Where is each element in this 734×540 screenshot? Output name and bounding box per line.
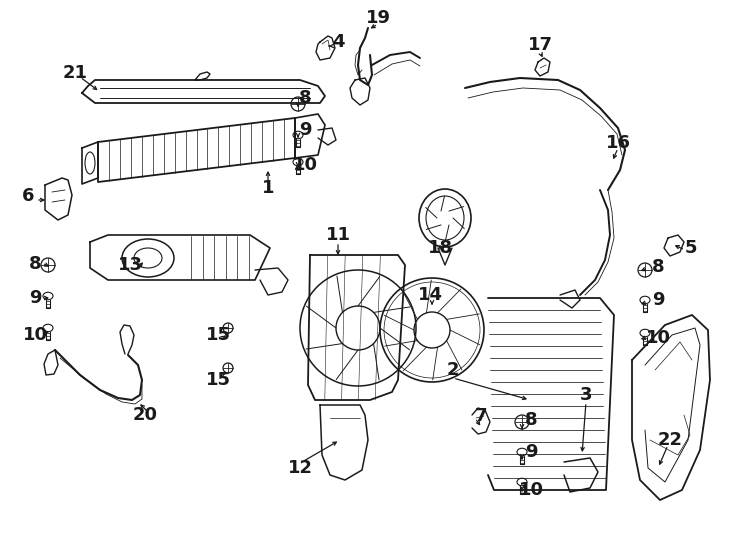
- Text: 5: 5: [685, 239, 697, 257]
- Text: 6: 6: [22, 187, 34, 205]
- Text: 11: 11: [325, 226, 351, 244]
- Text: 1: 1: [262, 179, 275, 197]
- Text: 10: 10: [518, 481, 543, 499]
- Text: 15: 15: [206, 371, 230, 389]
- Text: 9: 9: [29, 289, 41, 307]
- Text: 9: 9: [652, 291, 664, 309]
- Text: 8: 8: [299, 89, 311, 107]
- Text: 12: 12: [288, 459, 313, 477]
- Text: 16: 16: [606, 134, 631, 152]
- Text: 8: 8: [652, 258, 664, 276]
- Text: 10: 10: [293, 156, 318, 174]
- Text: 19: 19: [366, 9, 390, 27]
- Text: 8: 8: [29, 255, 41, 273]
- Text: 3: 3: [580, 386, 592, 404]
- Text: 13: 13: [117, 256, 142, 274]
- Text: 9: 9: [299, 121, 311, 139]
- Text: 10: 10: [645, 329, 670, 347]
- Text: 7: 7: [475, 407, 487, 425]
- Text: 14: 14: [418, 286, 443, 304]
- Text: 8: 8: [525, 411, 537, 429]
- Text: 2: 2: [447, 361, 459, 379]
- Text: 22: 22: [658, 431, 683, 449]
- Text: 15: 15: [206, 326, 230, 344]
- Text: 10: 10: [23, 326, 48, 344]
- Text: 18: 18: [427, 239, 453, 257]
- Text: 9: 9: [525, 443, 537, 461]
- Text: 21: 21: [62, 64, 87, 82]
- Text: 20: 20: [133, 406, 158, 424]
- Text: 4: 4: [332, 33, 344, 51]
- Text: 17: 17: [528, 36, 553, 54]
